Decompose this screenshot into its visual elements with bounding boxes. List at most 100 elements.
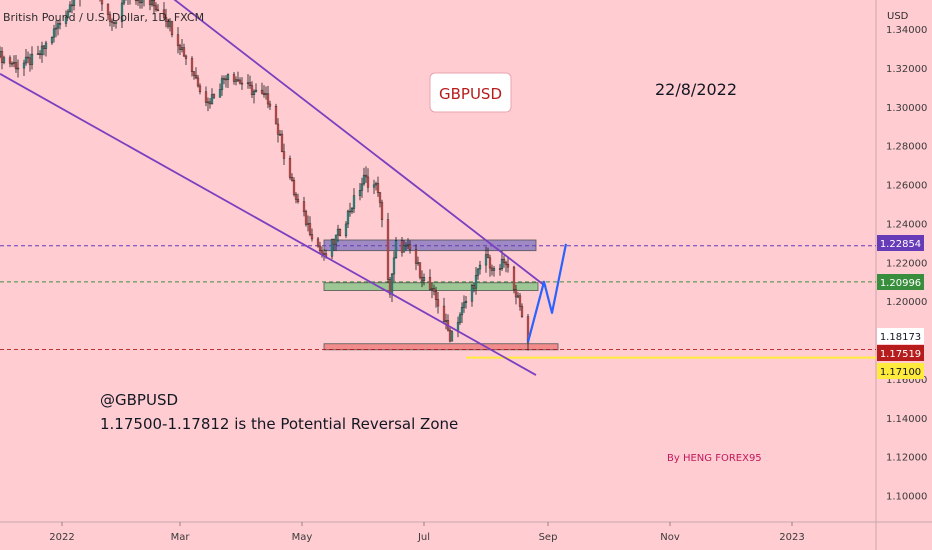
candle	[374, 181, 378, 191]
candle	[420, 270, 424, 288]
candle	[224, 75, 228, 88]
candle-body	[266, 93, 270, 105]
candle-body	[114, 21, 118, 24]
candle-body	[262, 92, 266, 95]
candle	[380, 199, 384, 228]
candle	[38, 50, 42, 59]
price-tick-label: 1.16000	[886, 375, 927, 386]
candle	[290, 173, 294, 182]
candle	[404, 242, 408, 251]
candle	[514, 284, 518, 305]
candle-body	[434, 291, 438, 300]
candle	[428, 269, 432, 291]
candle-body	[12, 62, 16, 64]
candle-body	[274, 106, 278, 125]
candle	[252, 89, 256, 104]
candle-body	[428, 277, 432, 290]
candle-body	[296, 199, 300, 202]
candle	[180, 39, 184, 53]
symbol-badge-box	[429, 72, 512, 113]
candle-body	[336, 228, 340, 236]
candle	[332, 238, 336, 251]
candle-body	[444, 320, 448, 322]
candle-body	[10, 63, 14, 65]
candle	[304, 209, 308, 227]
candle	[318, 241, 322, 255]
price-tag-box	[877, 235, 924, 251]
candle-body	[318, 245, 322, 251]
candle	[190, 56, 194, 77]
candle-body	[162, 9, 166, 18]
candle	[306, 215, 310, 232]
candle	[526, 313, 530, 351]
candle	[478, 260, 482, 275]
candle	[394, 236, 398, 259]
candle-body	[462, 302, 466, 308]
candle	[194, 67, 198, 80]
candle-body	[498, 268, 502, 270]
candle	[366, 168, 370, 193]
annotation-zone-text: 1.17500-1.17812 is the Potential Reversa…	[100, 415, 458, 433]
candle-body	[304, 211, 308, 225]
candle	[192, 71, 196, 80]
price-tag-text: 1.20996	[880, 278, 921, 289]
candle-body	[224, 78, 228, 81]
candle-body	[514, 289, 518, 298]
candle	[450, 330, 454, 342]
candle-body	[106, 3, 110, 15]
candle	[464, 296, 468, 309]
candle-body	[42, 45, 46, 49]
candle-body	[288, 158, 292, 178]
price-tag-text: 1.22854	[880, 239, 921, 250]
candle-body	[252, 91, 256, 95]
candle-body	[490, 267, 494, 271]
candle-body	[184, 55, 188, 59]
price-tick-label: 1.12000	[886, 453, 927, 464]
candle	[488, 254, 492, 277]
candle-body	[376, 183, 380, 193]
candle-body	[56, 23, 60, 29]
candle-body	[310, 234, 314, 240]
candle	[446, 314, 450, 332]
price-tag: 1.20996	[877, 274, 924, 290]
candle	[208, 97, 212, 109]
candle-body	[448, 329, 452, 342]
candle	[512, 265, 516, 294]
price-tick-label: 1.20000	[886, 297, 927, 308]
candle-body	[372, 184, 376, 188]
candle	[418, 262, 422, 280]
candle	[170, 20, 174, 38]
candle	[226, 73, 230, 88]
candle	[164, 8, 168, 28]
candle	[100, 0, 104, 11]
candle-body	[506, 264, 510, 268]
axis-layer: 1.34000 1.32000 1.30000 1.28000 1.26000 1.240…	[49, 25, 927, 543]
candle-body	[346, 210, 350, 225]
candle-body	[400, 240, 404, 253]
date-label: 22/8/2022	[655, 80, 737, 99]
candle-body	[154, 5, 158, 11]
symbol-badge[interactable]: GBPUSD	[429, 72, 512, 113]
time-tick-label: May	[292, 532, 313, 543]
candle	[504, 260, 508, 273]
candle	[2, 55, 6, 65]
candle-body	[152, 0, 156, 7]
candle	[322, 248, 326, 261]
candle-body	[178, 45, 182, 50]
candle-body	[476, 268, 480, 276]
candle-body	[180, 47, 184, 50]
candle	[516, 292, 520, 299]
price-tag: 1.18173	[877, 328, 924, 344]
candle	[282, 143, 286, 165]
time-tick-label: Mar	[171, 532, 191, 543]
candle-body	[470, 285, 474, 302]
candle	[184, 54, 188, 65]
candle-body	[170, 21, 174, 35]
candle	[196, 74, 200, 88]
candle	[218, 83, 222, 98]
candle-body	[2, 57, 6, 63]
candle	[134, 0, 138, 5]
candle	[432, 284, 436, 296]
